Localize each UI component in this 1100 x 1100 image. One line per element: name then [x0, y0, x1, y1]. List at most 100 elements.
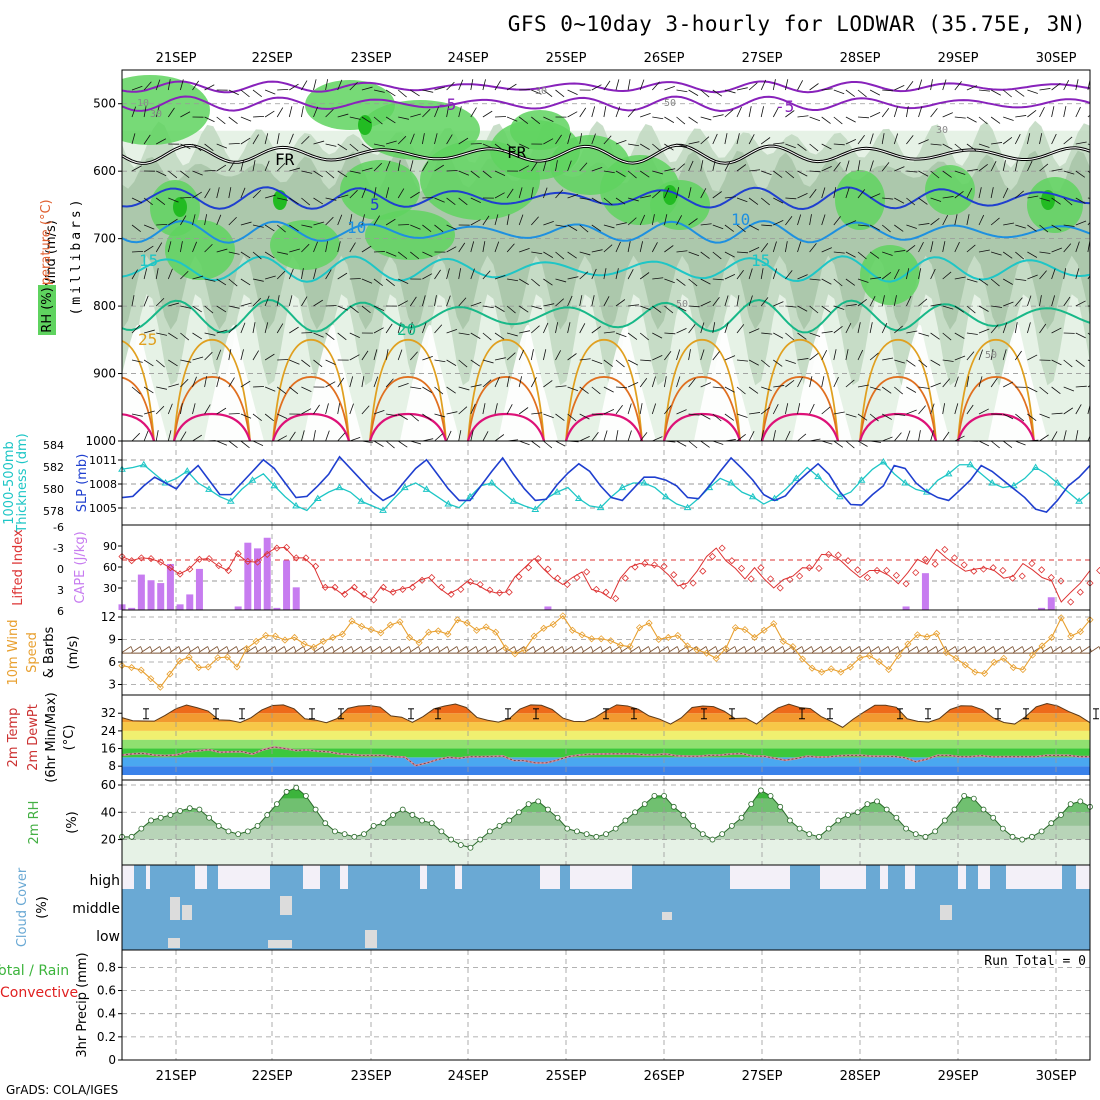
wind-barb [797, 358, 809, 361]
wind-barb [410, 251, 420, 260]
wind-barb [506, 116, 518, 122]
wind-barb [990, 440, 1000, 449]
wind-barb [131, 324, 141, 334]
wind-panel-frame [121, 609, 1091, 696]
rh-point [1009, 833, 1016, 840]
wind-barb [978, 249, 990, 253]
wind-barb [724, 251, 735, 258]
wind-barb [337, 79, 343, 91]
wind-barb [1051, 82, 1061, 91]
wind-barb [385, 323, 393, 334]
dry-column [400, 324, 460, 441]
wind-barb [252, 189, 262, 199]
wind-barb [1051, 268, 1056, 280]
wind-barb [349, 305, 359, 314]
wind-barb [894, 224, 904, 232]
rh-green-region [1027, 177, 1083, 233]
temp-tick-label: 8 [108, 759, 116, 773]
wind-barb [252, 224, 264, 228]
rh-point [215, 823, 222, 829]
rh-point [535, 798, 542, 805]
wind-barb [676, 143, 688, 148]
wind-barb [422, 133, 425, 145]
temperature-band [122, 730, 1090, 740]
wind-barb [1027, 109, 1037, 118]
wind-barb-10m [303, 646, 314, 653]
wind-barb-10m [869, 646, 879, 653]
wind-barb [857, 251, 867, 260]
rh-point [835, 817, 842, 824]
wind-barb [167, 403, 173, 415]
lifted-index-point [282, 543, 291, 551]
wind-barb [337, 332, 347, 341]
wind-barb [700, 89, 710, 98]
wind-barb [882, 357, 894, 361]
wind-barb [518, 305, 529, 313]
wind-barb [797, 377, 803, 388]
wind-barb [167, 79, 171, 91]
wind-barb [543, 440, 553, 449]
wind-barb [882, 436, 893, 442]
high-cloud-gap [1076, 865, 1090, 889]
wind-barb [688, 160, 694, 172]
wind-barb [966, 332, 978, 335]
high-cloud-gap [978, 865, 990, 889]
thickness-line [121, 461, 1091, 512]
wind-barb [785, 79, 789, 91]
pressure-tick-label: 700 [93, 232, 116, 246]
wind-barb [652, 305, 662, 313]
lifted-index-point [195, 555, 204, 563]
wind-barb [785, 332, 795, 341]
wind-barb [688, 278, 698, 287]
wind-barb [664, 214, 668, 226]
wind-barb [773, 359, 783, 367]
wind-speed-point [961, 661, 969, 669]
wind-barb [143, 386, 154, 394]
wind-speed-point [837, 668, 845, 676]
wind-barb-flag [964, 646, 968, 652]
wind-barb-10m [821, 646, 831, 653]
wind-speed-point [913, 631, 922, 639]
dry-column [988, 324, 1048, 441]
wind-barb [736, 224, 746, 233]
wind-barb [240, 322, 246, 334]
rh-point [912, 831, 919, 837]
rh-point [1029, 833, 1035, 840]
wind-barb [507, 278, 519, 282]
wind-barb-10m [581, 646, 592, 653]
wind-barb [555, 251, 565, 260]
cloud-patch [268, 940, 292, 948]
wind-barb [882, 89, 894, 92]
wind-barb [397, 322, 402, 334]
wind-barb-flag [868, 646, 872, 652]
wind-barb [398, 278, 409, 285]
wind-barb [325, 197, 337, 201]
wind-barb-10m [850, 646, 860, 653]
wind-barb [845, 278, 856, 286]
wind-barb [688, 187, 692, 199]
rh-point [235, 831, 242, 837]
wind-barb [785, 215, 793, 226]
ylabel-temperature: Temperature (°C) [39, 199, 54, 312]
wind-barb [603, 386, 614, 393]
wind-barb [385, 187, 390, 199]
wind-barb [954, 190, 964, 199]
contour-label: 50 [664, 98, 676, 109]
wind-speed-point [156, 683, 164, 691]
wind-barb [192, 305, 202, 313]
wind-tick-label: 9 [108, 633, 116, 647]
wind-barb [748, 386, 759, 394]
wind-barb [664, 376, 667, 388]
cape-bar [544, 606, 552, 610]
wind-speed-point [798, 655, 807, 663]
wind-barb [930, 332, 940, 340]
wind-barb [845, 160, 850, 172]
wind-barb [773, 219, 784, 226]
wind-barb [749, 412, 761, 415]
lifted-index-point [902, 580, 910, 588]
wind-speed-point [607, 637, 615, 645]
wind-barb-10m [773, 646, 783, 653]
wind-barb [942, 378, 951, 388]
lifted-index-point [1057, 577, 1065, 585]
thickness-point [1075, 497, 1084, 504]
